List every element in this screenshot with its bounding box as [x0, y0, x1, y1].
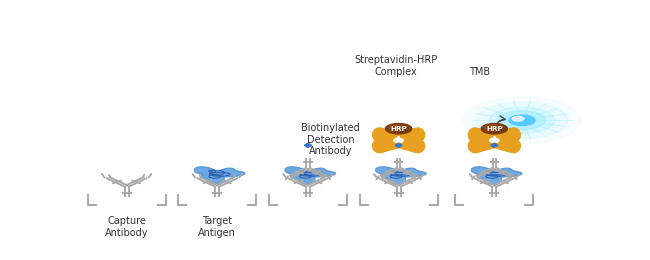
Polygon shape	[491, 143, 498, 147]
Text: Biotinylated
Detection
Antibody: Biotinylated Detection Antibody	[301, 123, 360, 157]
Text: Target
Antigen: Target Antigen	[198, 216, 236, 238]
Text: A: A	[491, 136, 498, 145]
Text: TMB: TMB	[469, 67, 490, 77]
Circle shape	[512, 116, 524, 121]
Text: A: A	[395, 136, 402, 145]
Circle shape	[476, 102, 568, 139]
Circle shape	[489, 138, 499, 142]
Circle shape	[509, 115, 535, 126]
Polygon shape	[376, 167, 426, 184]
Circle shape	[499, 111, 545, 130]
Circle shape	[389, 125, 402, 130]
Circle shape	[394, 138, 404, 142]
Circle shape	[484, 125, 498, 130]
Text: Streptavidin-HRP
Complex: Streptavidin-HRP Complex	[354, 55, 437, 77]
Polygon shape	[285, 167, 335, 184]
Polygon shape	[304, 143, 311, 147]
Text: Capture
Antibody: Capture Antibody	[105, 216, 148, 238]
Circle shape	[385, 124, 411, 134]
Circle shape	[489, 107, 554, 133]
Polygon shape	[194, 167, 245, 184]
Text: HRP: HRP	[390, 126, 407, 132]
Polygon shape	[471, 167, 522, 184]
Text: HRP: HRP	[486, 126, 502, 132]
Polygon shape	[395, 143, 402, 147]
Circle shape	[481, 124, 508, 134]
